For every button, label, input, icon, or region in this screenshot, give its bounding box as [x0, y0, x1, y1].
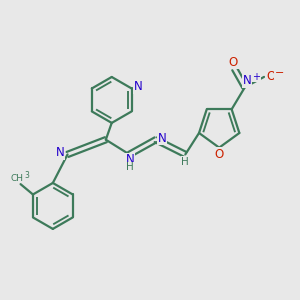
- Text: N: N: [134, 80, 142, 94]
- Text: O: O: [266, 70, 275, 83]
- Text: N: N: [126, 153, 134, 166]
- Text: CH: CH: [11, 174, 23, 183]
- Text: N: N: [243, 74, 252, 87]
- Text: H: H: [126, 162, 134, 172]
- Text: O: O: [229, 56, 238, 69]
- Text: N: N: [56, 146, 64, 159]
- Text: N: N: [158, 132, 167, 145]
- Text: +: +: [252, 72, 260, 82]
- Text: O: O: [214, 148, 224, 161]
- Text: −: −: [275, 68, 284, 78]
- Text: 3: 3: [25, 171, 29, 180]
- Text: H: H: [182, 157, 189, 167]
